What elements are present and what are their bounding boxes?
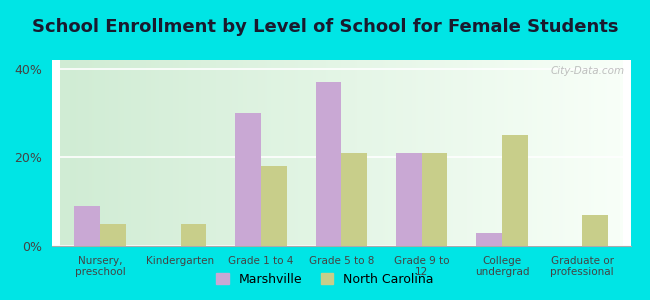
Bar xyxy=(476,233,502,246)
Bar xyxy=(315,82,341,246)
Bar xyxy=(341,153,367,246)
Bar xyxy=(75,206,100,246)
Text: School Enrollment by Level of School for Female Students: School Enrollment by Level of School for… xyxy=(32,18,618,36)
Bar xyxy=(422,153,447,246)
Bar xyxy=(582,215,608,246)
Bar xyxy=(261,166,287,246)
Bar xyxy=(235,113,261,246)
Bar xyxy=(396,153,422,246)
Bar xyxy=(502,135,528,246)
Bar xyxy=(181,224,206,246)
Legend: Marshville, North Carolina: Marshville, North Carolina xyxy=(211,268,439,291)
Text: City-Data.com: City-Data.com xyxy=(551,66,625,76)
Bar xyxy=(100,224,126,246)
